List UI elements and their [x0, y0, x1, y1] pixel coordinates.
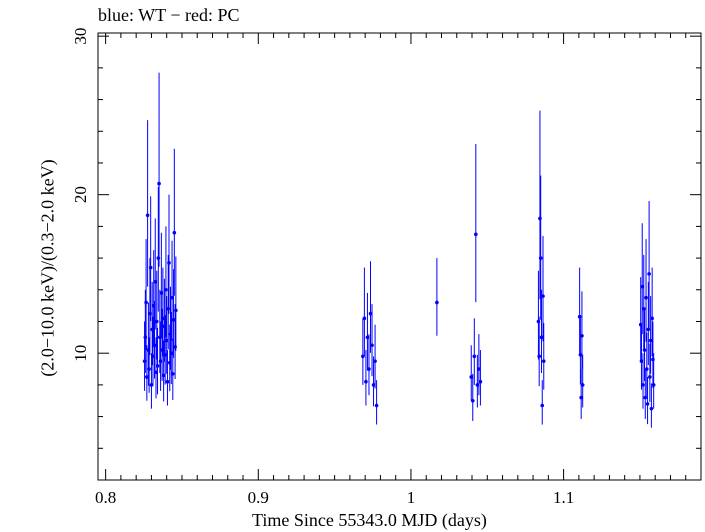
data-point [157, 181, 161, 186]
x-tick-label: 1 [407, 488, 416, 507]
data-point [153, 280, 158, 284]
data-point [580, 383, 585, 387]
data-point [472, 354, 477, 359]
data-point [648, 375, 652, 379]
data-point [579, 395, 583, 400]
data-point [171, 371, 175, 376]
data-point [370, 343, 374, 348]
x-tick-label: 0.9 [248, 488, 269, 507]
data-point [477, 367, 481, 371]
y-tick-label: 10 [71, 345, 90, 362]
data-point [649, 406, 654, 411]
data-point [478, 379, 483, 384]
data-point [580, 333, 584, 338]
axis-tick-labels: 0.8 0.9 1 1.1 10 20 30 [71, 28, 574, 507]
data-point [161, 373, 166, 378]
data-point [154, 319, 159, 324]
data-point [148, 265, 153, 270]
data-point [169, 351, 174, 355]
data-point [643, 395, 648, 400]
data-point [374, 403, 379, 408]
x-tick-label: 1.1 [553, 488, 574, 507]
data-point [642, 348, 647, 352]
y-tick-label: 30 [71, 28, 90, 45]
y-tick-label: 20 [71, 186, 90, 203]
data-point [648, 338, 653, 343]
data-point [145, 213, 150, 218]
data-point [171, 318, 176, 322]
data-point [174, 308, 178, 313]
data-point [647, 272, 651, 276]
data-point [474, 232, 478, 237]
data-point [155, 364, 160, 368]
data-point [578, 352, 583, 357]
data-point [435, 300, 439, 305]
data-series-wt [142, 72, 656, 428]
data-point [538, 256, 543, 260]
data-point [144, 300, 148, 305]
data-point [371, 383, 376, 387]
data-point [154, 370, 158, 375]
data-point [364, 379, 368, 384]
data-point [541, 294, 545, 298]
data-point [650, 316, 654, 321]
x-tick-label: 0.8 [95, 488, 116, 507]
axis-ticks [98, 33, 702, 481]
data-point [373, 359, 377, 363]
data-point [161, 316, 165, 321]
data-point [163, 352, 167, 357]
y-axis-label: (2.0−10.0 keV)/(0.3−2.0 keV) [37, 159, 58, 377]
data-point [640, 284, 645, 289]
data-point [151, 354, 155, 359]
x-axis-label: Time Since 55343.0 MJD (days) [252, 510, 487, 530]
data-point [651, 383, 656, 387]
data-point [149, 383, 154, 387]
data-point [645, 367, 649, 371]
data-point [368, 311, 373, 316]
data-point [470, 398, 475, 403]
data-point [164, 287, 168, 292]
data-point [469, 375, 474, 379]
plot-frame [97, 32, 702, 481]
data-point [537, 354, 541, 359]
data-point [159, 291, 164, 295]
data-point [362, 316, 367, 321]
data-point [644, 295, 648, 300]
data-point [165, 379, 170, 384]
data-point [172, 230, 177, 235]
data-point [539, 335, 544, 340]
data-point [164, 338, 169, 343]
data-point [475, 383, 480, 387]
data-point [147, 367, 151, 371]
data-point [167, 261, 171, 265]
data-point [541, 359, 546, 363]
data-point [645, 402, 650, 406]
chart-title: blue: WT − red: PC [98, 5, 240, 25]
data-point [158, 359, 163, 363]
data-point [365, 335, 370, 340]
data-point [641, 383, 645, 387]
data-point [540, 403, 545, 408]
data-point [152, 343, 157, 348]
data-point [639, 359, 644, 363]
data-point [367, 367, 371, 371]
data-point [145, 375, 149, 379]
data-point [361, 354, 365, 359]
data-point [170, 295, 174, 300]
